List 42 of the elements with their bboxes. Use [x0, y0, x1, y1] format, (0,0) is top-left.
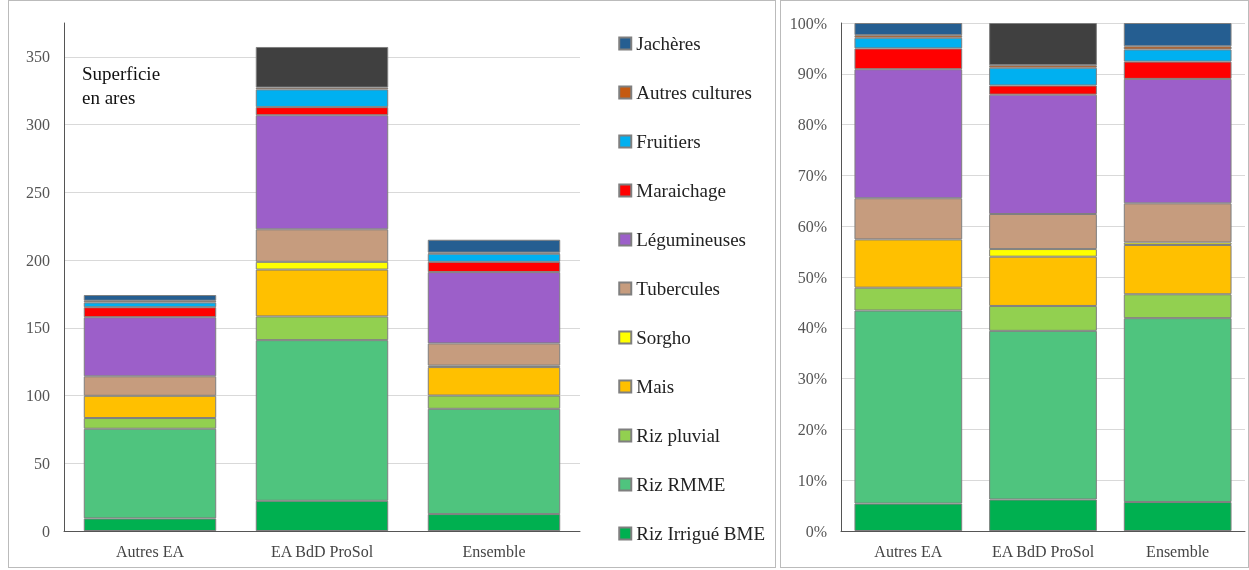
- bar: [83, 295, 217, 301]
- legend-label: Maraichage: [636, 180, 726, 201]
- x-tick-label: Autres EA: [116, 542, 185, 560]
- y-tick-label: 150: [26, 319, 50, 337]
- x-tick-label: Ensemble: [462, 542, 526, 560]
- y-tick-label: 350: [26, 48, 50, 66]
- x-tick-label: EA BdD ProSol: [270, 542, 374, 560]
- y-tick-label: 50%: [797, 268, 827, 286]
- legend-label: Riz Irrigué BME: [636, 523, 766, 544]
- legend-label: Mais: [636, 376, 675, 397]
- y-tick-label: 100: [26, 387, 50, 405]
- legend-label: Fruitiers: [636, 131, 701, 152]
- y-tick-label: 0: [42, 522, 50, 540]
- legend-label: Tubercules: [636, 278, 720, 299]
- y-tick-label: 250: [26, 183, 50, 201]
- x-tick-label: EA BdD ProSol: [991, 542, 1095, 560]
- legend-label: Jachères: [636, 33, 701, 54]
- legend-label: Riz RMME: [636, 474, 726, 495]
- bar: [255, 46, 389, 88]
- y-tick-label: 300: [26, 116, 50, 134]
- x-tick-label: Autres EA: [874, 542, 943, 560]
- legend-label: Légumineuses: [636, 229, 747, 250]
- legend-label: Riz pluvial: [636, 425, 721, 446]
- y-tick-label: 50: [34, 454, 50, 472]
- y-tick-label: 0%: [805, 522, 827, 540]
- bar: [1123, 23, 1232, 47]
- y-tick-label: 80%: [797, 116, 827, 134]
- y-tick-label: 90%: [797, 65, 827, 83]
- legend-label: Sorgho: [636, 327, 691, 348]
- y-tick-label: 40%: [797, 319, 827, 337]
- bar: [854, 23, 963, 36]
- bar: [989, 23, 1097, 66]
- y-tick-label: 10%: [797, 471, 827, 489]
- y-tick-label: 20%: [797, 420, 827, 438]
- y-tick-label: 70%: [797, 166, 827, 184]
- y-tick-label: 60%: [797, 217, 827, 235]
- y-tick-label: 100%: [789, 14, 827, 32]
- y-tick-label: 30%: [797, 370, 827, 388]
- y-axis-title: Superficie en ares: [82, 62, 165, 108]
- legend-label: Autres cultures: [636, 82, 752, 103]
- x-tick-label: Ensemble: [1146, 542, 1210, 560]
- y-tick-label: 200: [26, 251, 50, 269]
